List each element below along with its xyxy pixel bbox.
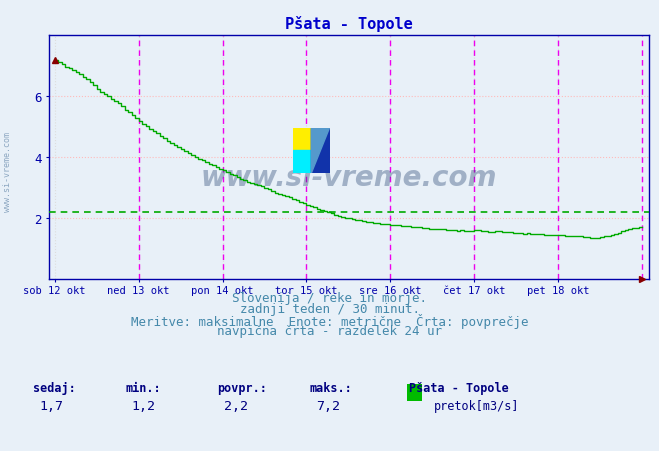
Text: navpična črta - razdelek 24 ur: navpična črta - razdelek 24 ur [217,324,442,337]
Text: www.si-vreme.com: www.si-vreme.com [3,132,13,211]
Text: www.si-vreme.com: www.si-vreme.com [201,163,498,191]
Text: pretok[m3/s]: pretok[m3/s] [434,399,519,412]
Text: 7,2: 7,2 [316,399,340,412]
Text: 2,2: 2,2 [224,399,248,412]
Title: Pšata - Topole: Pšata - Topole [285,16,413,32]
Text: 1,7: 1,7 [40,399,63,412]
Text: Meritve: maksimalne  Enote: metrične  Črta: povprečje: Meritve: maksimalne Enote: metrične Črta… [130,313,529,328]
Text: Slovenija / reke in morje.: Slovenija / reke in morje. [232,291,427,304]
Text: min.:: min.: [125,381,161,394]
Bar [293,151,312,174]
Text: povpr.:: povpr.: [217,381,268,394]
Text: 1,2: 1,2 [132,399,156,412]
Polygon shape [312,129,330,174]
Text: Pšata - Topole: Pšata - Topole [409,381,508,394]
Bar [312,129,330,174]
Text: sedaj:: sedaj: [33,381,76,394]
Bar [293,129,312,151]
Text: maks.:: maks.: [310,381,353,394]
Text: zadnji teden / 30 minut.: zadnji teden / 30 minut. [239,302,420,315]
